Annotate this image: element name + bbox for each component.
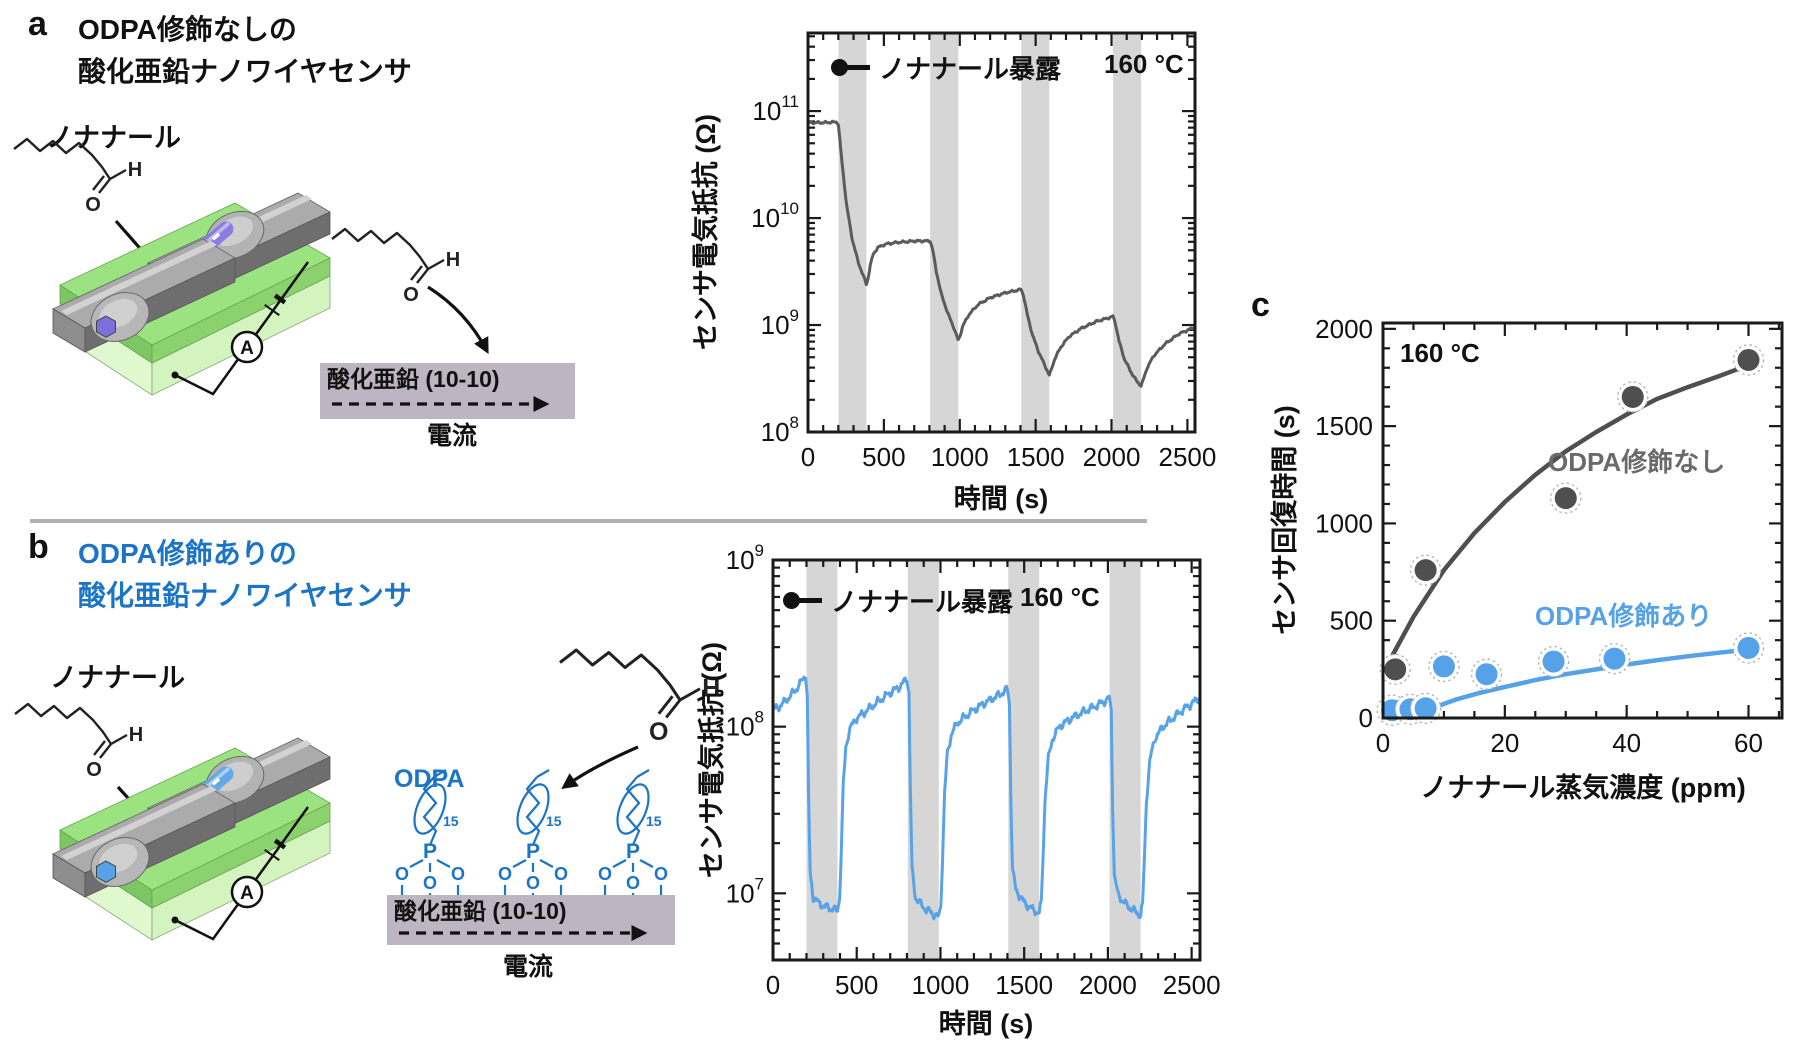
x-tick-label: 2000 bbox=[1083, 442, 1141, 472]
y-tick-label: 500 bbox=[1330, 606, 1373, 636]
x-tick-label: 1000 bbox=[912, 970, 970, 1000]
resistance-chart-b: 0 500 1000 1500 2000 2500 107 108 109 bbox=[726, 541, 1221, 1000]
chart-b-legend: ノナナール暴露 bbox=[783, 582, 1013, 619]
panel-b-letter: b bbox=[28, 528, 49, 566]
recovery-time-chart: 0 20 40 60 0 500 1000 1500 2000 bbox=[1315, 314, 1784, 758]
panel-divider bbox=[30, 519, 1147, 523]
schematic-b: ノナナール ODPA 酸化亜鉛 (10-10) 電流 bbox=[13, 648, 722, 981]
x-tick-label: 60 bbox=[1734, 728, 1763, 758]
y-tick-label: 2000 bbox=[1315, 314, 1373, 344]
chart-a-legend-label: ノナナール暴露 bbox=[879, 54, 1062, 84]
y-tick-label: 1500 bbox=[1315, 411, 1373, 441]
series-label-unmodified: ODPA修飾なし bbox=[1548, 447, 1726, 477]
chart-a-legend: ノナナール暴露 bbox=[831, 49, 1061, 86]
data-point bbox=[1414, 559, 1437, 582]
panel-a-title-line2: 酸化亜鉛ナノワイヤセンサ bbox=[78, 56, 412, 87]
nonanal-label: ノナナール bbox=[46, 123, 181, 153]
resistance-curve bbox=[774, 675, 1199, 921]
data-point bbox=[1384, 658, 1407, 681]
current-label: 電流 bbox=[503, 953, 553, 981]
plot-frame bbox=[1381, 321, 1784, 720]
x-tick-label: 500 bbox=[862, 442, 905, 472]
data-point bbox=[1554, 487, 1577, 510]
panel-b-title-line1: ODPA修飾ありの bbox=[78, 538, 297, 569]
data-point bbox=[1603, 647, 1626, 670]
adsorption-arrow bbox=[561, 745, 639, 789]
chart-a-x-axis-label: 時間 (s) bbox=[953, 484, 1049, 514]
resistance-chart-a: 0 500 1000 1500 2000 2500 108 109 1010 1011 bbox=[751, 31, 1216, 472]
panel-c-letter: c bbox=[1251, 286, 1270, 324]
x-tick-label: 2500 bbox=[1163, 970, 1221, 1000]
y-tick-label: 108 bbox=[761, 413, 799, 447]
exposure-band bbox=[1113, 33, 1142, 432]
x-tick-label: 2000 bbox=[1079, 970, 1137, 1000]
chart-c-x-axis-label: ノナナール蒸気濃度 (ppm) bbox=[1420, 773, 1746, 803]
fit-curve bbox=[1386, 367, 1739, 664]
chart-c-y-axis-label: センサ回復時間 (s) bbox=[1270, 405, 1300, 635]
x-tick-label: 40 bbox=[1612, 728, 1641, 758]
x-tick-label: 2500 bbox=[1158, 442, 1216, 472]
data-point bbox=[1432, 655, 1455, 678]
exposure-band bbox=[1109, 560, 1141, 960]
panel-b-title-line2: 酸化亜鉛ナノワイヤセンサ bbox=[78, 580, 412, 611]
exposure-band bbox=[907, 560, 939, 960]
x-tick-label: 0 bbox=[1376, 728, 1390, 758]
legend-line-icon bbox=[798, 598, 822, 603]
legend-marker-icon bbox=[783, 592, 800, 609]
panel-a-title-line1: ODPA修飾なしの bbox=[78, 14, 297, 45]
zno-surface-bar bbox=[320, 363, 575, 419]
x-tick-label: 20 bbox=[1490, 728, 1519, 758]
y-tick-label: 1000 bbox=[1315, 508, 1373, 538]
chart-c-temperature: 160 °C bbox=[1400, 338, 1480, 368]
schematic-a: ノナナール 酸化亜鉛 (10-10) 電流 bbox=[12, 123, 575, 450]
legend-line-icon bbox=[846, 65, 870, 70]
plot-frame bbox=[771, 558, 1202, 962]
chart-b-temperature: 160 °C bbox=[1020, 582, 1100, 612]
data-point bbox=[1737, 348, 1760, 371]
x-tick-label: 500 bbox=[835, 970, 878, 1000]
data-point bbox=[1542, 650, 1565, 673]
chart-a-y-axis-label: センサ電気抵抗 (Ω) bbox=[691, 113, 721, 351]
data-point bbox=[1737, 636, 1760, 659]
exposure-band bbox=[806, 560, 838, 960]
chart-b-x-axis-label: 時間 (s) bbox=[938, 1009, 1034, 1039]
fit-curve bbox=[1429, 647, 1751, 711]
data-point bbox=[1414, 697, 1437, 720]
chart-a-temperature: 160 °C bbox=[1104, 49, 1184, 79]
x-tick-label: 1000 bbox=[931, 442, 989, 472]
y-tick-label: 1011 bbox=[752, 92, 799, 126]
zno-surface-bar bbox=[387, 895, 675, 945]
data-point bbox=[1621, 385, 1644, 408]
chart-b-legend-label: ノナナール暴露 bbox=[831, 587, 1014, 617]
zno-surface-label: 酸化亜鉛 (10-10) bbox=[327, 366, 500, 392]
y-tick-label: 108 bbox=[726, 708, 764, 742]
exposure-band bbox=[1021, 33, 1050, 432]
nonanal-label: ノナナール bbox=[50, 663, 185, 693]
plot-frame bbox=[806, 31, 1197, 434]
zno-surface-label: 酸化亜鉛 (10-10) bbox=[394, 898, 567, 924]
data-point bbox=[1475, 663, 1498, 686]
x-tick-label: 0 bbox=[801, 442, 815, 472]
current-label: 電流 bbox=[427, 422, 477, 450]
x-tick-label: 0 bbox=[766, 970, 780, 1000]
exposure-band bbox=[930, 33, 959, 432]
x-tick-label: 1500 bbox=[995, 970, 1053, 1000]
y-tick-label: 109 bbox=[761, 306, 799, 340]
y-tick-label: 107 bbox=[726, 874, 764, 908]
y-tick-label: 0 bbox=[1359, 703, 1373, 733]
legend-marker-icon bbox=[831, 59, 848, 76]
y-tick-label: 1010 bbox=[751, 199, 799, 233]
exposure-band bbox=[1008, 560, 1040, 960]
y-tick-label: 109 bbox=[726, 541, 764, 575]
resistance-curve bbox=[809, 119, 1194, 388]
chart-b-y-axis-label: センサ電気抵抗 (Ω) bbox=[697, 641, 727, 879]
panel-a-letter: a bbox=[28, 5, 47, 43]
series-label-odpa-modified: ODPA修飾あり bbox=[1535, 601, 1713, 631]
adsorption-arrow bbox=[427, 285, 489, 355]
x-tick-label: 1500 bbox=[1007, 442, 1065, 472]
